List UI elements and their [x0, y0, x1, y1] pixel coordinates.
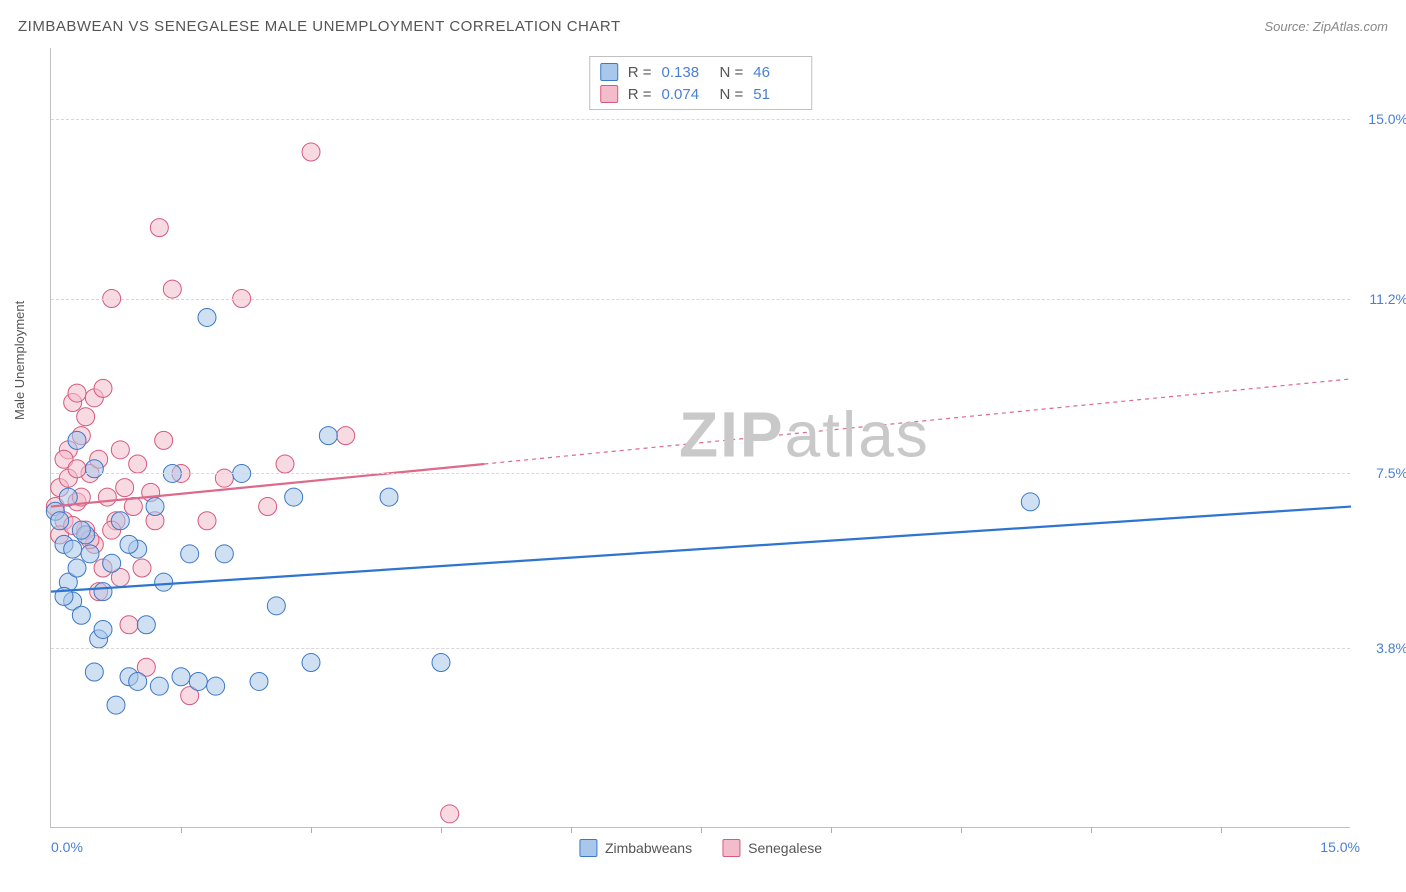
x-axis-max-label: 15.0%	[1320, 839, 1360, 855]
legend-label: Senegalese	[748, 840, 822, 856]
chart-title: ZIMBABWEAN VS SENEGALESE MALE UNEMPLOYME…	[18, 18, 621, 35]
y-tick-label: 7.5%	[1356, 465, 1406, 481]
swatch-zimbabweans-icon	[579, 839, 597, 857]
legend-label: Zimbabweans	[605, 840, 692, 856]
n-label: N =	[720, 64, 744, 81]
chart-plot-area: ZIPatlas R = 0.138 N = 46 R = 0.074 N = …	[50, 48, 1350, 828]
swatch-senegalese-icon	[600, 85, 618, 103]
series-legend: Zimbabweans Senegalese	[579, 839, 822, 857]
y-axis-label: Male Unemployment	[12, 301, 27, 420]
stats-legend: R = 0.138 N = 46 R = 0.074 N = 51	[589, 56, 813, 110]
r-value: 0.138	[662, 64, 710, 81]
x-axis-min-label: 0.0%	[51, 839, 83, 855]
r-label: R =	[628, 86, 652, 103]
y-tick-label: 15.0%	[1356, 111, 1406, 127]
r-value: 0.074	[662, 86, 710, 103]
swatch-zimbabweans-icon	[600, 63, 618, 81]
n-value: 51	[753, 86, 801, 103]
source-label: Source: ZipAtlas.com	[1264, 19, 1388, 34]
swatch-senegalese-icon	[722, 839, 740, 857]
r-label: R =	[628, 64, 652, 81]
legend-item-zimbabweans: Zimbabweans	[579, 839, 692, 857]
n-label: N =	[720, 86, 744, 103]
stats-row-senegalese: R = 0.074 N = 51	[600, 83, 802, 105]
stats-row-zimbabweans: R = 0.138 N = 46	[600, 61, 802, 83]
scatter-svg	[51, 48, 1350, 827]
y-tick-label: 11.2%	[1356, 291, 1406, 307]
y-tick-label: 3.8%	[1356, 640, 1406, 656]
n-value: 46	[753, 64, 801, 81]
legend-item-senegalese: Senegalese	[722, 839, 822, 857]
